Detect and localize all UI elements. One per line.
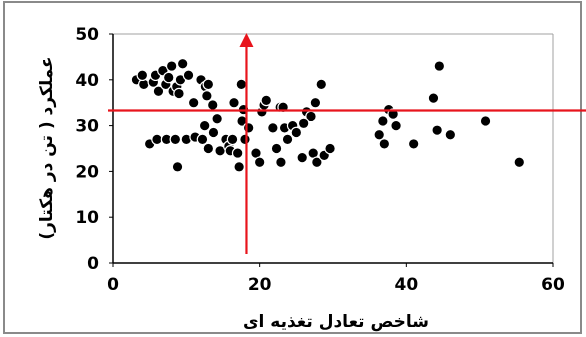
x-tick-label: 60 [541, 275, 565, 295]
data-point [267, 122, 279, 134]
data-point [260, 94, 273, 107]
data-point [479, 115, 492, 127]
data-point [239, 133, 251, 146]
y-tick-label: 20 [75, 162, 99, 182]
data-point [275, 156, 287, 169]
data-point [165, 60, 178, 72]
data-point [373, 128, 385, 141]
data-point [198, 119, 211, 132]
y-tick-label: 0 [87, 254, 99, 274]
data-point [433, 60, 446, 72]
x-axis-title: شاخص تعادل تغذیه ای [243, 312, 429, 332]
data-point [202, 78, 215, 91]
data-point [235, 78, 248, 91]
data-point [206, 99, 219, 111]
data-point [228, 96, 240, 109]
data-point [513, 156, 526, 169]
data-point [290, 126, 303, 139]
data-point [377, 115, 389, 127]
data-point [169, 133, 182, 146]
data-point [297, 117, 310, 130]
data-point [242, 122, 255, 134]
data-point [173, 87, 185, 100]
chart-frame [3, 1, 582, 334]
x-tick-label: 40 [394, 275, 418, 295]
data-point [378, 138, 391, 150]
y-tick-label: 40 [75, 71, 99, 91]
data-point [315, 78, 328, 91]
data-point [324, 142, 336, 155]
data-point [231, 147, 244, 159]
y-tick-label: 50 [75, 25, 99, 45]
data-point [176, 57, 189, 70]
data-point [152, 85, 165, 98]
data-point [207, 126, 220, 139]
data-point [390, 119, 402, 132]
data-point [171, 161, 184, 173]
data-point [253, 156, 266, 169]
data-point [201, 90, 213, 102]
data-point [182, 69, 195, 82]
data-point [211, 112, 223, 125]
data-point [431, 124, 443, 136]
x-tick-label: 0 [107, 275, 119, 295]
data-point [270, 142, 283, 155]
data-point [444, 128, 457, 141]
x-tick-label: 20 [248, 275, 272, 295]
data-point [162, 71, 175, 84]
data-point [187, 96, 200, 109]
y-axis-title: عملکرد ( تن در هکتار) [37, 56, 57, 239]
data-point [226, 133, 239, 146]
data-point [281, 133, 294, 146]
data-point [311, 156, 323, 169]
data-point [427, 92, 440, 104]
data-point [196, 133, 209, 146]
data-point [233, 161, 245, 173]
data-point [296, 151, 308, 164]
data-point [407, 138, 420, 150]
data-point [151, 133, 163, 146]
data-point [309, 96, 322, 109]
y-tick-label: 10 [75, 208, 99, 228]
data-point [202, 142, 215, 155]
arrowhead-icon [239, 33, 254, 47]
data-point [136, 69, 149, 82]
y-tick-label: 30 [75, 117, 99, 137]
